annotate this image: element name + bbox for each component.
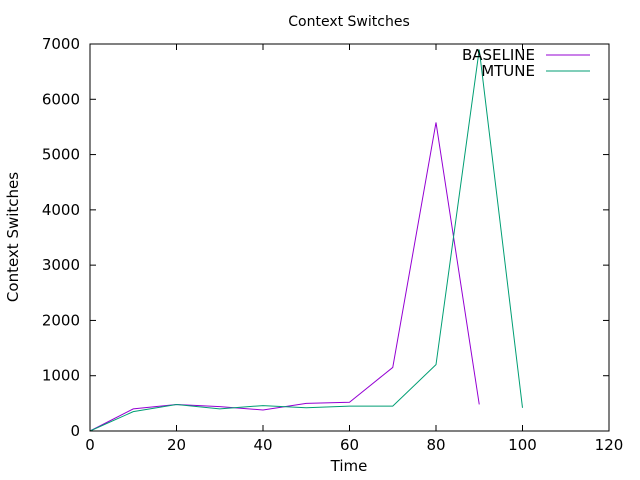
y-tick-label: 7000: [42, 35, 80, 53]
y-axis-label: Context Switches: [4, 172, 22, 302]
x-tick-label: 0: [85, 436, 95, 454]
series-line-mtune: [89, 49, 523, 432]
x-tick-label: 80: [426, 436, 445, 454]
y-tick-label: 1000: [42, 367, 80, 385]
x-tick-label: 40: [253, 436, 272, 454]
legend-label-mtune: MTUNE: [481, 62, 535, 80]
plot-frame: [89, 43, 610, 432]
chart-title: Context Switches: [288, 14, 410, 30]
y-tick-label: 0: [70, 422, 80, 440]
y-tick-label: 6000: [42, 90, 80, 108]
x-tick-label: 20: [167, 436, 186, 454]
x-tick-label: 100: [508, 436, 537, 454]
series-layer: [89, 49, 523, 432]
axis-labels: Time Context Switches: [4, 172, 367, 475]
ticks-layer: 0 20 40 60 80 100 120 0 1000 2000 3000 4000 5000 6000…: [42, 35, 624, 454]
x-tick-label: 60: [340, 436, 359, 454]
y-tick-label: 3000: [42, 256, 80, 274]
y-tick-label: 4000: [42, 201, 80, 219]
x-axis-label: Time: [330, 457, 368, 475]
y-tick-label: 5000: [42, 146, 80, 164]
legend-label-baseline: BASELINE: [462, 46, 535, 64]
x-tick-label: 120: [595, 436, 624, 454]
y-tick-label: 2000: [42, 311, 80, 329]
